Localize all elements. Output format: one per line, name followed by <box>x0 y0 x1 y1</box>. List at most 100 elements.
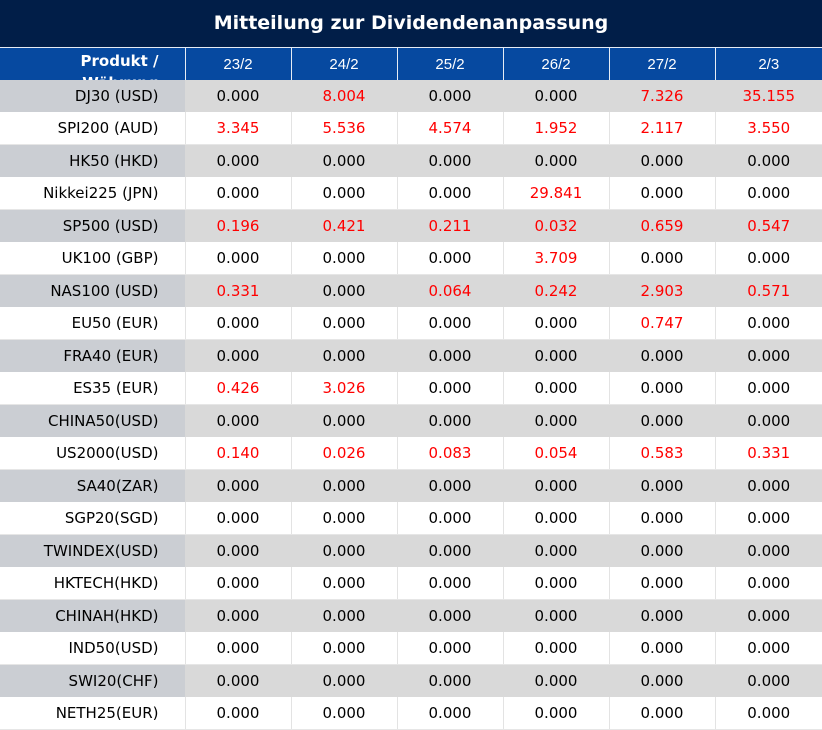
value-cell: 0.000 <box>396 664 503 697</box>
value-cell: 0.000 <box>608 242 715 275</box>
value-cell: 0.000 <box>608 404 715 437</box>
value-cell: 0.000 <box>714 632 822 665</box>
value-cell: 0.000 <box>290 567 397 600</box>
value-cell: 0.000 <box>502 80 609 112</box>
value-cell: 0.000 <box>502 567 609 600</box>
value-cell: 0.000 <box>714 697 822 730</box>
product-cell: IND50(USD) <box>0 632 185 665</box>
value-cell: 3.550 <box>714 112 822 145</box>
table-row: ES35 (EUR) 0.426 3.026 0.000 0.000 0.000 0.000 <box>0 372 822 405</box>
product-cell: NETH25(EUR) <box>0 697 185 730</box>
product-cell: NAS100 (USD) <box>0 274 185 307</box>
value-cell: 0.000 <box>290 502 397 535</box>
value-cell: 0.000 <box>184 307 291 340</box>
header-date: 25/2 <box>396 47 503 80</box>
table-row: SWI20(CHF) 0.000 0.000 0.000 0.000 0.000 0.000 <box>0 664 822 697</box>
table-row: HKTECH(HKD) 0.000 0.000 0.000 0.000 0.000 0.00… <box>0 567 822 600</box>
value-cell: 0.211 <box>396 209 503 242</box>
value-cell: 0.000 <box>608 534 715 567</box>
value-cell: 0.426 <box>184 372 291 405</box>
value-cell: 0.000 <box>502 632 609 665</box>
value-cell: 0.331 <box>184 274 291 307</box>
value-cell: 2.903 <box>608 274 715 307</box>
value-cell: 0.547 <box>714 209 822 242</box>
product-cell: SA40(ZAR) <box>0 469 185 502</box>
value-cell: 0.583 <box>608 437 715 470</box>
value-cell: 0.000 <box>608 632 715 665</box>
value-cell: 0.000 <box>184 404 291 437</box>
value-cell: 3.345 <box>184 112 291 145</box>
value-cell: 0.000 <box>290 307 397 340</box>
value-cell: 0.000 <box>714 502 822 535</box>
value-cell: 0.000 <box>502 599 609 632</box>
value-cell: 0.421 <box>290 209 397 242</box>
table-row: DJ30 (USD) 0.000 8.004 0.000 0.000 7.326 35.15… <box>0 80 822 112</box>
value-cell: 0.000 <box>396 697 503 730</box>
product-cell: HKTECH(HKD) <box>0 567 185 600</box>
value-cell: 0.000 <box>396 307 503 340</box>
value-cell: 0.000 <box>714 664 822 697</box>
value-cell: 0.083 <box>396 437 503 470</box>
value-cell: 0.000 <box>290 599 397 632</box>
product-cell: HK50 (HKD) <box>0 144 185 177</box>
header-date: 26/2 <box>502 47 609 80</box>
product-cell: US2000(USD) <box>0 437 185 470</box>
value-cell: 0.000 <box>714 372 822 405</box>
table-row: SGP20(SGD) 0.000 0.000 0.000 0.000 0.000 0.000 <box>0 502 822 535</box>
value-cell: 0.000 <box>290 664 397 697</box>
value-cell: 0.000 <box>502 664 609 697</box>
value-cell: 0.000 <box>502 372 609 405</box>
value-cell: 0.000 <box>396 599 503 632</box>
value-cell: 0.000 <box>608 567 715 600</box>
value-cell: 5.536 <box>290 112 397 145</box>
value-cell: 0.000 <box>290 177 397 210</box>
value-cell: 0.000 <box>290 404 397 437</box>
value-cell: 0.242 <box>502 274 609 307</box>
product-cell: FRA40 (EUR) <box>0 339 185 372</box>
value-cell: 0.000 <box>608 664 715 697</box>
value-cell: 0.000 <box>290 274 397 307</box>
value-cell: 0.000 <box>396 632 503 665</box>
header-date: 23/2 <box>184 47 291 80</box>
value-cell: 0.032 <box>502 209 609 242</box>
table-row: EU50 (EUR) 0.000 0.000 0.000 0.000 0.747 0.000 <box>0 307 822 340</box>
value-cell: 0.000 <box>608 177 715 210</box>
value-cell: 0.571 <box>714 274 822 307</box>
value-cell: 0.000 <box>184 534 291 567</box>
value-cell: 0.000 <box>290 469 397 502</box>
table-row: NETH25(EUR) 0.000 0.000 0.000 0.000 0.000 0.00… <box>0 697 822 730</box>
value-cell: 0.000 <box>184 664 291 697</box>
value-cell: 0.026 <box>290 437 397 470</box>
value-cell: 0.000 <box>396 339 503 372</box>
product-cell: SPI200 (AUD) <box>0 112 185 145</box>
value-cell: 0.000 <box>184 599 291 632</box>
header-date: 27/2 <box>608 47 715 80</box>
value-cell: 8.004 <box>290 80 397 112</box>
product-cell: EU50 (EUR) <box>0 307 185 340</box>
product-cell: SWI20(CHF) <box>0 664 185 697</box>
value-cell: 0.000 <box>714 567 822 600</box>
value-cell: 0.000 <box>608 339 715 372</box>
value-cell: 0.000 <box>502 339 609 372</box>
value-cell: 1.952 <box>502 112 609 145</box>
value-cell: 0.000 <box>714 339 822 372</box>
value-cell: 0.000 <box>502 534 609 567</box>
product-cell: DJ30 (USD) <box>0 80 185 112</box>
value-cell: 0.000 <box>396 177 503 210</box>
value-cell: 0.000 <box>184 502 291 535</box>
table-row: SPI200 (AUD) 3.345 5.536 4.574 1.952 2.117 3.5… <box>0 112 822 145</box>
value-cell: 0.000 <box>502 307 609 340</box>
value-cell: 0.000 <box>396 80 503 112</box>
table-row: US2000(USD) 0.140 0.026 0.083 0.054 0.583 0.33… <box>0 437 822 470</box>
value-cell: 0.000 <box>502 697 609 730</box>
value-cell: 0.659 <box>608 209 715 242</box>
value-cell: 0.000 <box>714 599 822 632</box>
table-row: UK100 (GBP) 0.000 0.000 0.000 3.709 0.000 0.00… <box>0 242 822 275</box>
value-cell: 0.196 <box>184 209 291 242</box>
value-cell: 0.000 <box>608 372 715 405</box>
product-cell: SGP20(SGD) <box>0 502 185 535</box>
value-cell: 0.000 <box>184 144 291 177</box>
value-cell: 0.000 <box>714 242 822 275</box>
value-cell: 0.000 <box>396 144 503 177</box>
value-cell: 0.000 <box>184 242 291 275</box>
